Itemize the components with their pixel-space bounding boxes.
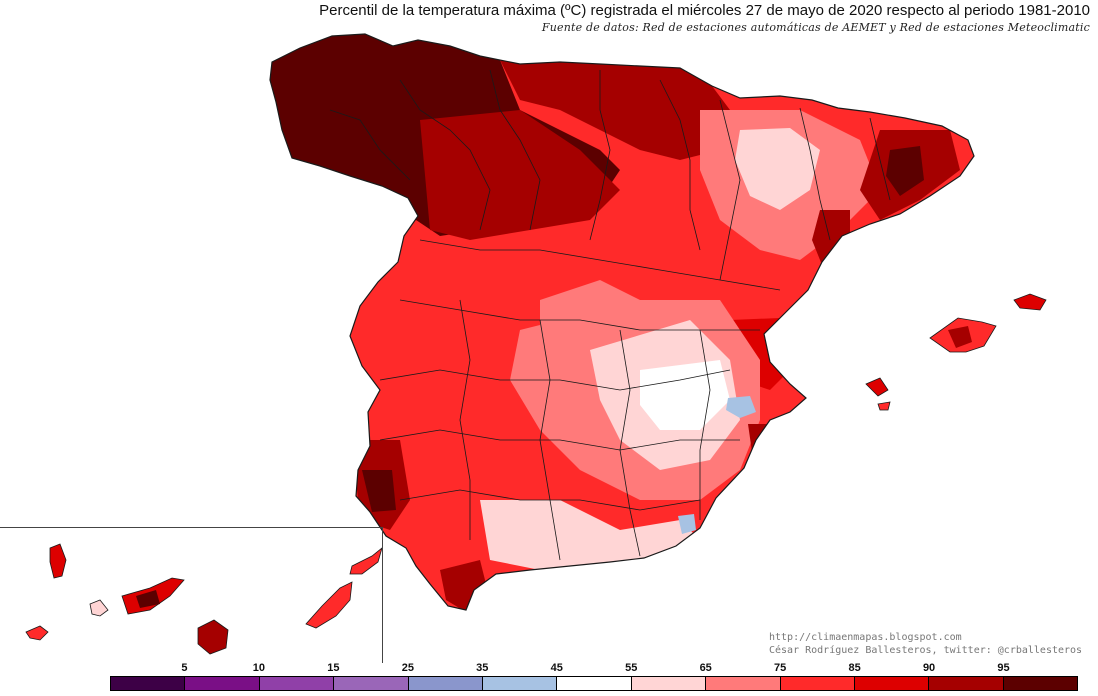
island-tenerife-dark bbox=[136, 590, 160, 608]
legend-swatch bbox=[408, 677, 483, 690]
legend-swatch bbox=[334, 677, 409, 690]
legend-swatch bbox=[854, 677, 930, 690]
island-mallorca-dark bbox=[948, 326, 972, 348]
legend: 5 10 15 25 35 45 55 65 75 85 90 95 bbox=[110, 662, 1078, 692]
island-la-gomera bbox=[89, 599, 109, 617]
legend-label: 75 bbox=[774, 662, 787, 674]
legend-swatch bbox=[1003, 677, 1078, 690]
legend-label: 65 bbox=[699, 662, 712, 674]
legend-swatch bbox=[259, 677, 335, 690]
legend-label: 85 bbox=[848, 662, 861, 674]
legend-swatch bbox=[929, 677, 1004, 690]
legend-label: 90 bbox=[922, 662, 936, 674]
island-formentera bbox=[877, 401, 891, 411]
island-gran-canaria bbox=[197, 619, 229, 655]
legend-label: 15 bbox=[327, 662, 340, 674]
province-borders bbox=[329, 69, 891, 561]
author-credit: César Rodríguez Ballesteros, twitter: @c… bbox=[769, 645, 1083, 656]
legend-swatch bbox=[185, 677, 260, 690]
zone-catalonia-p100 bbox=[886, 146, 924, 196]
island-fuerteventura bbox=[305, 581, 353, 629]
credits: http://climaenmapas.blogspot.com César R… bbox=[769, 631, 1082, 657]
island-ibiza bbox=[865, 377, 889, 397]
zone-almeria-p35 bbox=[678, 514, 696, 534]
zone-madrid-p75 bbox=[540, 280, 640, 340]
legend-swatch bbox=[631, 677, 707, 690]
legend-swatch bbox=[557, 677, 632, 690]
legend-label: 55 bbox=[625, 662, 638, 674]
zone-castile-p95 bbox=[420, 110, 620, 240]
island-menorca bbox=[1013, 293, 1047, 311]
legend-swatch bbox=[111, 677, 186, 690]
zone-aragon-p65 bbox=[735, 128, 820, 210]
legend-label: 25 bbox=[401, 662, 414, 674]
map-title: Percentil de la temperatura máxima (ºC) … bbox=[319, 2, 1090, 19]
zone-north-p95 bbox=[500, 56, 730, 160]
legend-swatch bbox=[780, 677, 855, 690]
legend-labels: 5 10 15 25 35 45 55 65 75 85 90 95 bbox=[110, 662, 1078, 676]
zone-southwest-p100 bbox=[362, 470, 396, 512]
legend-swatch bbox=[482, 677, 558, 690]
percentile-map bbox=[25, 33, 1047, 655]
legend-label: 10 bbox=[252, 662, 266, 674]
canary-islands bbox=[25, 543, 383, 655]
legend-swatch bbox=[706, 677, 781, 690]
data-source: Fuente de datos: Red de estaciones autom… bbox=[541, 21, 1090, 34]
island-lanzarote bbox=[349, 546, 383, 575]
peninsula-coastline bbox=[269, 33, 975, 611]
zone-andalusia-p65 bbox=[480, 500, 700, 570]
island-la-palma bbox=[49, 543, 67, 579]
zone-albacete-p55 bbox=[640, 360, 730, 430]
legend-label: 45 bbox=[550, 662, 563, 674]
legend-color-bar bbox=[110, 676, 1078, 691]
legend-label: 5 bbox=[181, 662, 188, 674]
legend-label: 95 bbox=[997, 662, 1010, 674]
zone-albacete-p35 bbox=[726, 396, 756, 418]
island-el-hierro bbox=[25, 625, 49, 641]
legend-label: 35 bbox=[476, 662, 489, 674]
blog-url: http://climaenmapas.blogspot.com bbox=[769, 632, 962, 643]
